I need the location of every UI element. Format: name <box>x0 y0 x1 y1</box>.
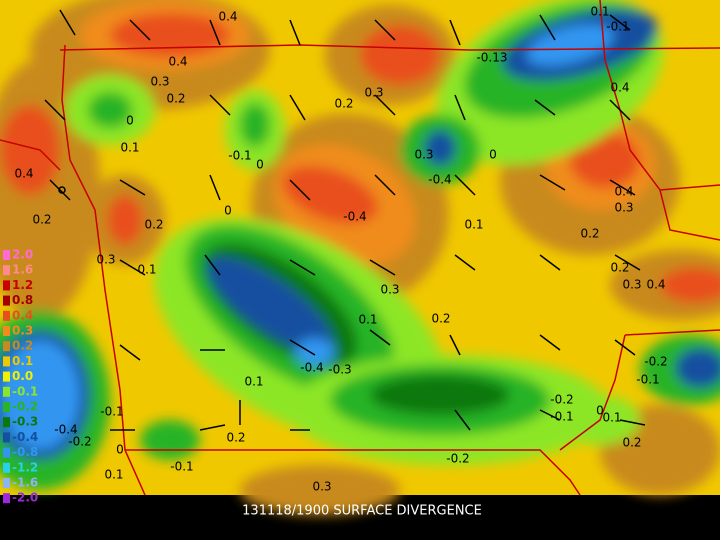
legend-label: 1.6 <box>12 263 33 277</box>
contour-label: 0.1 <box>602 411 621 425</box>
legend-label: 0.3 <box>12 324 33 338</box>
legend-label: 0.4 <box>12 308 33 322</box>
legend-swatch <box>3 417 10 428</box>
contour-label: 0.3 <box>96 253 115 267</box>
contour-label: 0 <box>224 204 232 218</box>
contour-label: 0.4 <box>168 55 187 69</box>
contour-label: 0.1 <box>104 468 123 482</box>
legend-label: -0.1 <box>12 384 38 398</box>
contour-label: 0 <box>596 404 604 418</box>
legend-swatch <box>3 310 10 321</box>
legend-swatch <box>3 447 10 458</box>
legend-label: 0.2 <box>12 339 33 353</box>
contour-label: 0.1 <box>137 263 156 277</box>
legend-swatch <box>3 265 10 276</box>
contour-label: 0.3 <box>150 75 169 89</box>
contour-label: -0.1 <box>636 373 659 387</box>
contour-label: -0.4 <box>428 173 451 187</box>
contour-label: -0.2 <box>68 435 91 449</box>
contour-label: 0.3 <box>380 283 399 297</box>
contour-label: 0.2 <box>166 92 185 106</box>
contour-label: 0 <box>489 148 497 162</box>
contour-label: 0 <box>126 114 134 128</box>
contour-label: 0.1 <box>244 375 263 389</box>
legend-swatch <box>3 280 10 291</box>
contour-label: -0.4 <box>300 361 323 375</box>
contour-label: -0.13 <box>476 51 507 65</box>
legend-swatch <box>3 402 10 412</box>
legend-swatch <box>3 462 10 473</box>
contour-label: -0.4 <box>54 423 77 437</box>
legend-label: -1.6 <box>12 476 38 490</box>
contour-label: -0.2 <box>446 452 469 466</box>
contour-label: -0.1 <box>228 149 251 163</box>
contour-label: -0.1 <box>606 20 629 34</box>
contour-label: 0.1 <box>464 218 483 232</box>
legend-label: 2.0 <box>12 248 33 262</box>
legend-label: -2.0 <box>12 491 38 505</box>
wind-barbs <box>44 9 646 431</box>
contour-label: -0.4 <box>343 210 366 224</box>
contour-label: 0 <box>116 443 124 457</box>
contour-label: 0.2 <box>226 431 245 445</box>
contour-label: 0.3 <box>364 86 383 100</box>
contour-label: 0.4 <box>218 10 237 24</box>
state-borders <box>0 0 720 496</box>
divergence-field <box>0 0 720 515</box>
contour-label: 0.2 <box>610 261 629 275</box>
legend-swatch <box>3 295 10 306</box>
contour-label: -0.1 <box>550 410 573 424</box>
contour-label: 0 <box>256 158 264 172</box>
contour-label: 0.3 <box>414 148 433 162</box>
contour-label: 0.1 <box>358 313 377 327</box>
legend-label: 1.2 <box>12 278 33 292</box>
legend-swatch <box>3 493 10 504</box>
contour-label: -0.2 <box>644 355 667 369</box>
contour-label: 0.1 <box>590 5 609 19</box>
contour-label: 0.2 <box>622 436 641 450</box>
legend: 2.01.61.20.80.40.30.20.10.0-0.1-0.2-0.3-… <box>3 248 38 505</box>
contour-label: 0.3 <box>614 201 633 215</box>
legend-label: 0.0 <box>12 369 33 383</box>
contour-label: 0.4 <box>14 167 33 181</box>
legend-swatch <box>3 356 10 367</box>
contour-label: 0.2 <box>144 218 163 232</box>
contour-label: 0.2 <box>431 312 450 326</box>
contour-labels: 0.40.40.30.200.1-0.100.40.2 0.20.30.10 -0.… <box>14 5 667 494</box>
legend-swatch <box>3 478 10 488</box>
contour-label: 0.1 <box>120 141 139 155</box>
contour-label: -0.2 <box>550 393 573 407</box>
legend-swatch <box>3 250 10 260</box>
contour-label: 0.3 <box>622 278 641 292</box>
legend-label: -0.3 <box>12 415 38 429</box>
legend-swatch <box>3 432 10 443</box>
contour-label: 0.4 <box>610 81 629 95</box>
legend-swatch <box>3 326 10 336</box>
contour-label: 0.2 <box>580 227 599 241</box>
map-title: 131118/1900 SURFACE DIVERGENCE <box>242 504 482 519</box>
legend-swatch <box>3 386 10 397</box>
legend-swatch <box>3 341 10 352</box>
legend-label: -1.2 <box>12 460 38 474</box>
contour-label: 0.4 <box>614 185 633 199</box>
contour-label: -0.1 <box>170 460 193 474</box>
contour-label: -0.1 <box>100 405 123 419</box>
legend-label: 0.1 <box>12 354 33 368</box>
legend-label: 0.8 <box>12 293 33 307</box>
legend-label: -0.4 <box>12 430 38 444</box>
contour-label: -0.3 <box>328 363 351 377</box>
contour-label: 0.4 <box>646 278 665 292</box>
contour-label: 0.3 <box>312 480 331 494</box>
contour-label: 0.2 <box>334 97 353 111</box>
legend-swatch <box>3 371 10 382</box>
contour-label: 0.2 <box>32 213 51 227</box>
legend-label: -0.8 <box>12 445 38 459</box>
legend-label: -0.2 <box>12 400 38 414</box>
